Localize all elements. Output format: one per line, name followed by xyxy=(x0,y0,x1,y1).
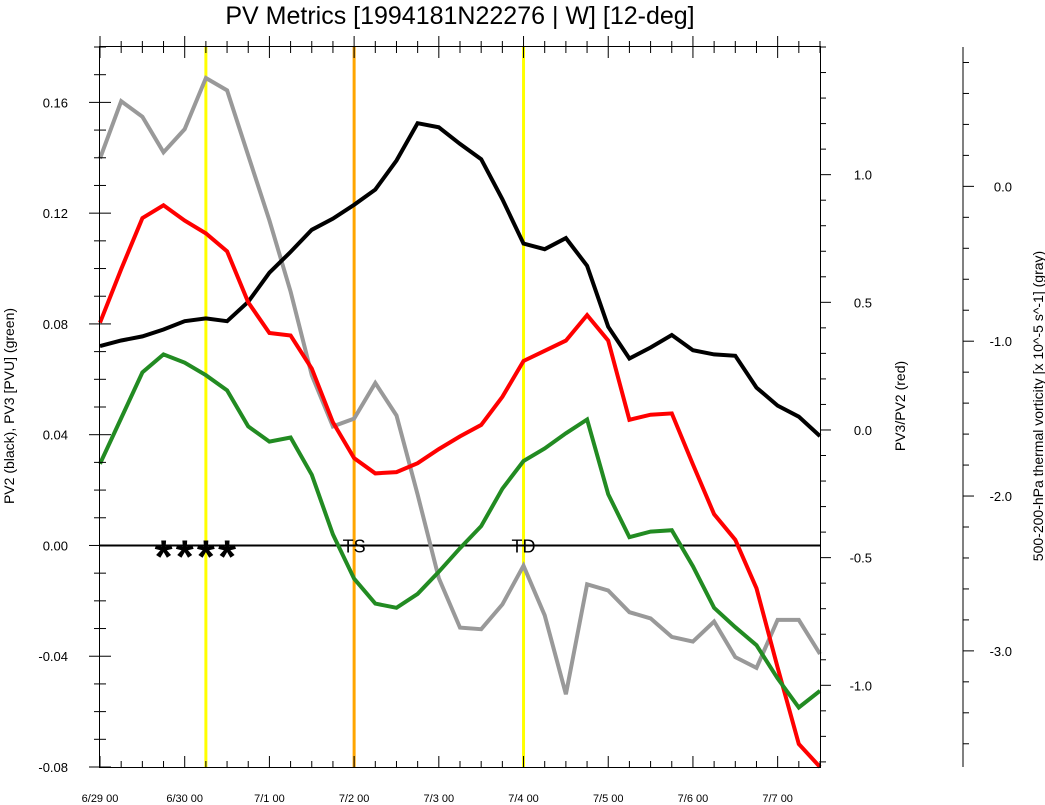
right-tick-label: 0.5 xyxy=(854,295,872,310)
stage-label-ts: TS xyxy=(343,536,366,556)
right-tick-label: 0.0 xyxy=(854,423,872,438)
left-tick-label: 0.12 xyxy=(43,206,68,221)
star-marker-4: * xyxy=(218,530,236,582)
series-line-500-200-hpa-thermal-vorticity xyxy=(98,75,822,695)
far-right-tick-label: -3.0 xyxy=(990,644,1012,659)
star-marker-2: * xyxy=(176,530,194,582)
left-tick-label: 0.04 xyxy=(43,428,68,443)
chart-title: PV Metrics [1994181N22276 | W] [12-deg] xyxy=(225,2,694,30)
x-tick-label: 7/2 00 xyxy=(339,793,370,805)
left-tick-label: 0.08 xyxy=(43,317,68,332)
marker-layer: * * * * TS TD xyxy=(155,530,536,582)
left-axis-label: PV2 (black), PV3 [PVU] (green) xyxy=(1,308,17,504)
x-tick-label: 7/1 00 xyxy=(254,793,285,805)
x-tick-label: 7/6 00 xyxy=(678,793,709,805)
series-line-pv2 xyxy=(99,120,822,438)
star-marker-3: * xyxy=(197,530,215,582)
x-tick-label: 6/30 00 xyxy=(166,793,203,805)
x-tick-label: 6/29 00 xyxy=(82,793,119,805)
plot-frame xyxy=(99,46,821,768)
x-tick-label: 7/3 00 xyxy=(424,793,455,805)
axes-layer: 6/29 00 6/30 00 7/1 00 7/2 00 7/3 00 7/4 00 7/… xyxy=(38,36,1012,805)
series-line-pv3 xyxy=(98,352,822,711)
stage-label-td: TD xyxy=(512,536,536,556)
left-tick-label: 0.16 xyxy=(43,95,68,110)
right-tick-label: -0.5 xyxy=(850,551,872,566)
left-tick-label: -0.04 xyxy=(38,649,68,664)
far-right-tick-label: -2.0 xyxy=(990,489,1012,504)
star-marker-1: * xyxy=(155,530,173,582)
x-tick-label: 7/7 00 xyxy=(762,793,793,805)
series-line-pv3-pv2 xyxy=(98,202,822,769)
far-right-tick-label: 0.0 xyxy=(994,179,1012,194)
x-tick-label: 7/5 00 xyxy=(593,793,624,805)
left-tick-label: 0.00 xyxy=(43,538,68,553)
series-layer xyxy=(98,75,822,769)
right-tick-label: -1.0 xyxy=(850,678,872,693)
far-right-axis-label: 500-200-hPa thermal vorticity [x 10^-5 s… xyxy=(1030,251,1045,561)
right-tick-label: 1.0 xyxy=(854,168,872,183)
x-tick-label: 7/4 00 xyxy=(508,793,539,805)
left-tick-label: -0.08 xyxy=(38,760,68,775)
right-axis-label: PV3/PV2 (red) xyxy=(892,361,908,451)
far-right-tick-label: -1.0 xyxy=(990,334,1012,349)
